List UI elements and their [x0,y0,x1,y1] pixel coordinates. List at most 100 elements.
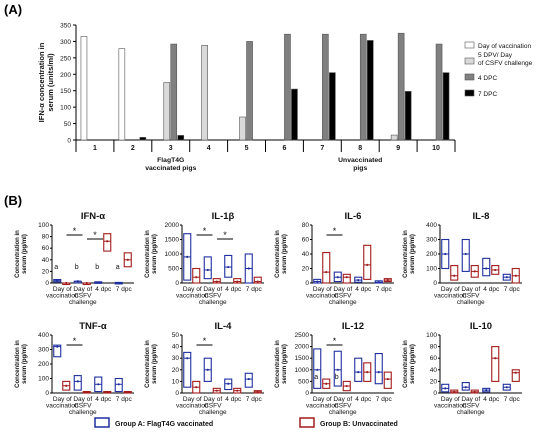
box-group-b-point [126,391,129,394]
box-group-b-point [256,280,259,283]
bar [359,33,367,141]
significance-marker: * [93,230,97,240]
box-group-a-point [186,255,189,258]
y-tick-label: 200 [60,72,71,79]
significance-marker: * [203,226,207,236]
box-group-b-point [195,386,198,389]
box-group-b-point [453,274,456,277]
legend-swatch [464,73,475,81]
box-group-a [354,357,363,382]
y-tick-label: 60 [302,237,310,244]
legend-label: Day of vaccination [478,43,531,50]
box-group-a-point [117,383,120,386]
x-tick-label-line: 7 dpc [246,396,263,403]
box-group-b-point [256,390,259,393]
box-group-b-point [215,280,218,283]
x-tick-label: 1 [93,145,97,152]
bar [246,41,253,141]
y-tick-label: 1500 [165,237,180,244]
group-annotation: a [54,264,58,271]
x-tick-label: 3 [169,145,173,152]
x-tick-label: 4 dpc [483,286,500,293]
x-tick-label-line: CSFV [334,293,352,300]
y-tick-label: 80 [42,234,50,241]
x-tick-label-line: Day of [441,286,460,293]
bar [177,135,185,141]
x-tick-label: Day of vaccination [306,286,339,300]
box-group-a [482,257,491,277]
x-tick-label-line: CSFV [462,403,480,410]
bar [163,82,171,141]
box-group-b-point [325,271,328,274]
y-tick-label: 0 [175,280,179,287]
x-tick-label-line: Day of [183,396,202,403]
x-tick-label: 4 dpc [355,286,372,293]
box-group-b-point [325,382,328,385]
box-group-a-point [56,279,59,282]
y-tick-label: 0 [433,280,437,287]
x-tick-label-line: Day of [203,286,222,293]
x-tick-label-line: 7 dpc [376,286,393,293]
y-tick-label: 350 [60,23,71,30]
box-group-a [183,351,192,388]
box-group-b-point [386,279,389,282]
x-tick-label-line: Day of [203,396,222,403]
x-tick-label-line: Day of [73,286,92,293]
y-tick-label: 10 [172,378,180,385]
x-tick-label-line: 7 dpc [116,396,133,403]
group-label: FlagT4G vaccinated pigs [145,157,196,172]
x-tick-label-line: 7 dpc [504,286,521,293]
y-axis-label-line: serum (pg/ml) [282,234,288,274]
x-tick-label: Day of CSFV challenge [199,396,227,416]
x-tick-label: 7 dpc [116,286,133,293]
legend-label-line: of CSFV challenge [478,60,533,67]
box-group-b-point [236,280,239,283]
box-group-a [203,256,212,280]
y-tick-label: 1000 [165,251,180,258]
box-group-b [383,371,392,389]
x-tick-label-line: 7 dpc [116,286,133,293]
bar [390,134,398,141]
x-tick-label: 8 [358,145,362,152]
x-tick-label-line: challenge [457,409,485,416]
x-tick-label: 4 dpc [225,286,242,293]
x-tick-label-line: vaccination [176,293,209,300]
bar [80,36,88,141]
y-tick-label: 20 [430,378,438,385]
y-axis-label-line: Concentration in [145,340,151,388]
y-tick-label: 0 [67,138,71,145]
box-group-b-point [85,391,88,394]
y-tick-label: 40 [302,251,310,258]
y-tick-label: 20 [172,367,180,374]
y-tick-label: 60 [430,355,438,362]
group-label-line: pigs [353,165,367,172]
legend-swatch [464,89,475,97]
x-tick-label-line: vaccination [434,403,467,410]
box-group-a-point [464,252,467,256]
box-group-a-point [247,267,250,270]
box-group-a-point [444,252,447,256]
x-tick-label-line: Day of [53,396,72,403]
box-group-b-point [514,274,517,277]
y-axis-label-line: serum (pg/ml) [152,234,158,274]
y-tick-label: 250 [60,55,71,62]
box-group-a [224,378,233,391]
x-tick-label: 4 dpc [355,396,372,403]
panel-a-label: (A) [4,2,22,17]
box-group-a [461,238,470,272]
x-tick-label-line: vaccination [306,403,339,410]
box-group-a-point [206,368,209,371]
x-tick-label: 6 [282,145,286,152]
y-tick-label: 1500 [295,355,310,362]
y-tick-label: 0 [175,390,179,397]
bar [329,72,336,141]
x-tick-label: Day of vaccination [306,396,339,410]
y-axis-label-line: Concentration in [15,230,21,278]
significance-marker: * [333,336,337,346]
y-tick-label: 50 [172,332,180,339]
x-tick-label: Day of CSFV challenge [457,396,485,416]
box-group-b-point [85,281,88,285]
box-group-b [233,278,242,284]
y-tick-label: 80 [302,222,310,229]
